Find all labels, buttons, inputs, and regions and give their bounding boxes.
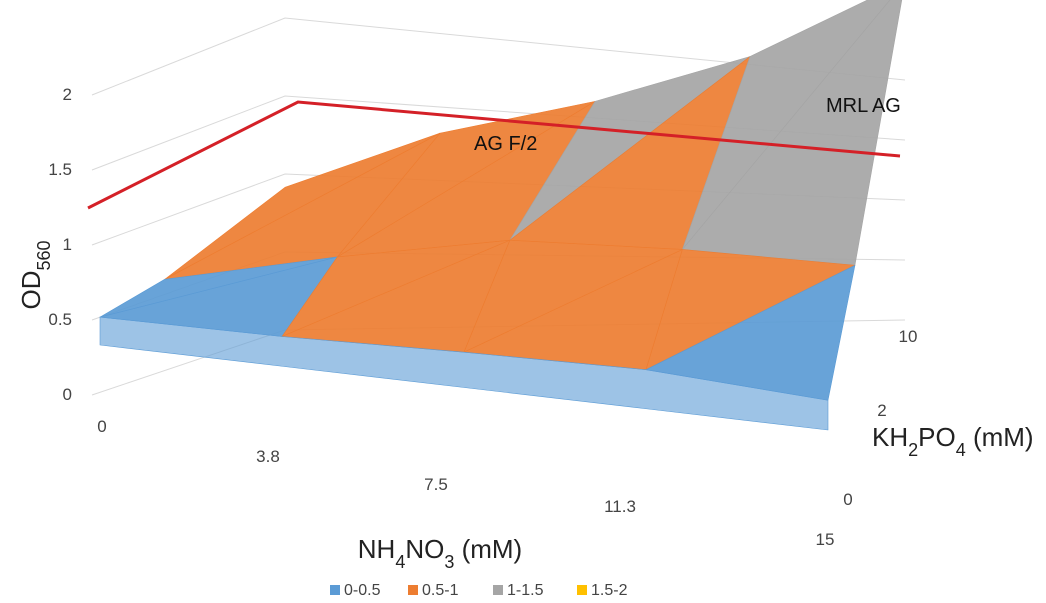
z-tick-label: 0.5 bbox=[48, 310, 72, 329]
legend-swatch bbox=[577, 585, 587, 595]
x-tick-label: 11.3 bbox=[604, 497, 636, 516]
x-axis-title: NH4NO3 (mM) bbox=[358, 534, 522, 572]
reference-lines bbox=[87, 100, 901, 210]
x-tick-label: 15 bbox=[816, 530, 835, 549]
y-axis-ticks: 0 2 10 bbox=[843, 327, 917, 509]
z-tick-label: 2 bbox=[63, 85, 72, 104]
z-axis-ticks: 0 0.5 1 1.5 2 bbox=[48, 85, 72, 404]
legend: 0-0.5 0.5-1 1-1.5 1.5-2 bbox=[330, 582, 628, 599]
y-tick-label: 10 bbox=[899, 327, 918, 346]
z-axis-title: OD560 bbox=[16, 240, 54, 309]
x-tick-label: 3.8 bbox=[256, 447, 280, 466]
legend-label: 1.5-2 bbox=[591, 582, 628, 599]
legend-swatch bbox=[493, 585, 503, 595]
x-tick-label: 7.5 bbox=[424, 475, 448, 494]
surface bbox=[99, 0, 903, 431]
gridline bbox=[91, 17, 906, 96]
x-tick-label: 0 bbox=[97, 417, 106, 436]
y-axis-title: KH2PO4 (mM) bbox=[872, 422, 1034, 460]
y-tick-label: 0 bbox=[843, 490, 852, 509]
x-axis-ticks: 0 3.8 7.5 11.3 15 bbox=[97, 417, 834, 549]
ag-f2-line bbox=[87, 100, 901, 210]
legend-label: 0.5-1 bbox=[422, 582, 459, 599]
annotation-ag-f2: AG F/2 bbox=[474, 133, 537, 155]
z-tick-label: 0 bbox=[63, 385, 72, 404]
z-tick-label: 1 bbox=[63, 235, 72, 254]
z-tick-label: 1.5 bbox=[48, 160, 72, 179]
annotation-mrl-ag: MRL AG bbox=[826, 95, 901, 117]
surface-front-band bbox=[99, 316, 829, 431]
legend-label: 1-1.5 bbox=[507, 582, 544, 599]
legend-label: 0-0.5 bbox=[344, 582, 381, 599]
legend-swatch bbox=[408, 585, 418, 595]
legend-swatch bbox=[330, 585, 340, 595]
y-tick-label: 2 bbox=[877, 401, 886, 420]
